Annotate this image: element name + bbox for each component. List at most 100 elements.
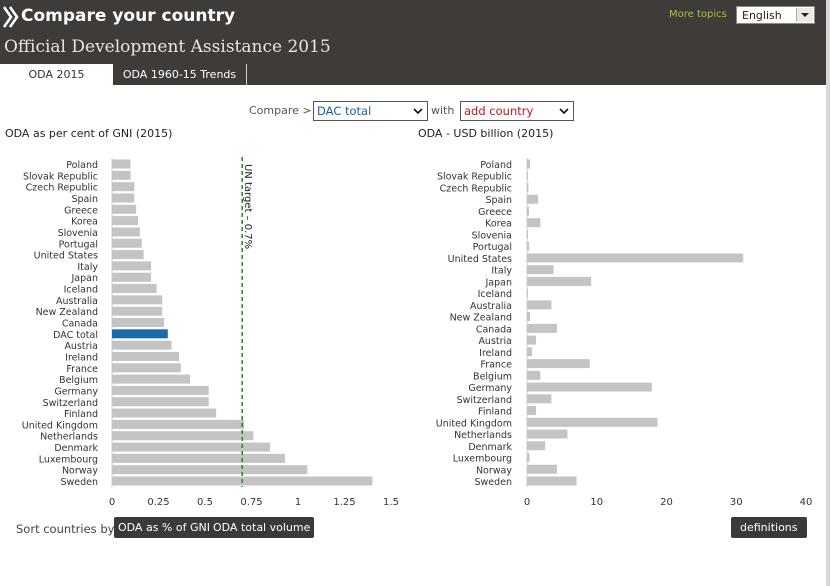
add-country-placeholder: add country: [464, 104, 534, 118]
bar: [527, 300, 552, 310]
bar: [112, 238, 142, 248]
bar: [112, 159, 131, 169]
sort-gni-button[interactable]: ODA as % of GNI: [114, 517, 214, 538]
bar: [527, 441, 546, 451]
bar: [112, 442, 271, 452]
category-label: Poland: [66, 160, 98, 171]
x-tick-label: 0.5: [197, 497, 213, 508]
x-tick-label: 0.75: [240, 497, 262, 508]
bar: [112, 284, 157, 294]
x-tick-label: 0.25: [147, 497, 169, 508]
sort-label: Sort countries by: [16, 522, 115, 536]
category-label: Italy: [491, 266, 512, 277]
category-label: France: [66, 364, 98, 375]
category-label: Sweden: [474, 477, 512, 488]
category-label: Spain: [71, 194, 98, 205]
bar: [527, 288, 528, 298]
bar: [527, 406, 537, 416]
bar: [112, 408, 217, 418]
category-label: Japan: [485, 277, 513, 288]
bar-highlight: [112, 329, 168, 339]
x-tick-label: 20: [660, 497, 673, 508]
category-label: Belgium: [59, 375, 98, 386]
x-tick-label: 40: [800, 497, 813, 508]
category-label: Denmark: [468, 442, 512, 453]
category-label: Ireland: [479, 348, 512, 359]
category-label: Finland: [64, 409, 98, 420]
bar: [112, 340, 172, 350]
app-title[interactable]: Compare your country: [21, 6, 236, 26]
bar: [112, 204, 137, 214]
bar: [112, 385, 209, 395]
page-title: Official Development Assistance 2015: [4, 37, 331, 57]
chevron-down-icon: [412, 105, 424, 120]
bar: [527, 417, 658, 427]
category-label: Denmark: [54, 443, 98, 454]
category-label: Japan: [71, 273, 99, 284]
category-label: United States: [448, 254, 512, 265]
bar: [527, 382, 652, 392]
bar: [112, 227, 140, 237]
category-label: Czech Republic: [26, 183, 98, 194]
bar: [527, 229, 528, 239]
bar: [527, 429, 568, 439]
x-tick-label: 0: [109, 497, 115, 508]
bar: [527, 323, 557, 333]
category-label: Belgium: [473, 371, 512, 382]
category-label: New Zealand: [450, 313, 512, 324]
sort-volume-button[interactable]: ODA total volume: [209, 517, 315, 538]
category-label: France: [480, 360, 512, 371]
definitions-button[interactable]: definitions: [731, 517, 807, 538]
bar: [112, 182, 135, 192]
tab-oda-2015[interactable]: ODA 2015: [0, 64, 113, 85]
bar: [527, 171, 528, 181]
category-label: Spain: [485, 195, 512, 206]
category-label: New Zealand: [36, 307, 98, 318]
category-label: Slovak Republic: [23, 171, 98, 182]
category-label: Canada: [62, 319, 98, 330]
more-topics-link[interactable]: More topics: [669, 9, 727, 20]
x-tick-label: 1.5: [383, 497, 399, 508]
scrollbar[interactable]: [826, 0, 830, 586]
compare-select[interactable]: DAC total: [313, 101, 428, 121]
compare-select-value: DAC total: [317, 104, 372, 118]
category-label: Ireland: [65, 352, 98, 363]
bar: [527, 359, 590, 369]
bar: [112, 431, 254, 441]
bar: [527, 394, 552, 404]
category-label: Czech Republic: [440, 183, 512, 194]
compare-label: Compare >: [249, 104, 312, 117]
category-label: Slovenia: [472, 230, 512, 241]
bar: [527, 265, 554, 275]
category-label: DAC total: [53, 330, 98, 341]
bar: [112, 306, 163, 316]
category-label: Korea: [71, 217, 98, 228]
category-label: Italy: [77, 262, 98, 273]
category-label: Luxembourg: [39, 454, 98, 465]
category-label: Switzerland: [457, 395, 512, 406]
language-select[interactable]: English: [736, 6, 815, 24]
category-label: Iceland: [64, 285, 98, 296]
bar: [527, 312, 531, 322]
category-label: Austria: [64, 341, 98, 352]
bar: [112, 295, 163, 305]
with-label: with: [431, 104, 455, 117]
bar: [527, 335, 537, 345]
bar: [112, 216, 139, 226]
add-country-select[interactable]: add country: [460, 101, 574, 121]
chevron-down-icon: [558, 105, 570, 120]
category-label: Canada: [476, 324, 512, 335]
category-label: Austria: [478, 336, 512, 347]
x-tick-label: 1: [295, 497, 301, 508]
category-label: Finland: [478, 407, 512, 418]
bar: [112, 318, 165, 327]
tab-oda-trends[interactable]: ODA 1960-15 Trends: [113, 64, 247, 85]
x-tick-label: 1.25: [333, 497, 355, 508]
header-bar: [0, 0, 826, 62]
category-label: United Kingdom: [436, 418, 512, 429]
bar: [527, 218, 541, 228]
category-label: Australia: [470, 301, 512, 312]
category-label: Netherlands: [454, 430, 512, 441]
category-label: Netherlands: [40, 432, 98, 443]
bar: [112, 261, 152, 271]
